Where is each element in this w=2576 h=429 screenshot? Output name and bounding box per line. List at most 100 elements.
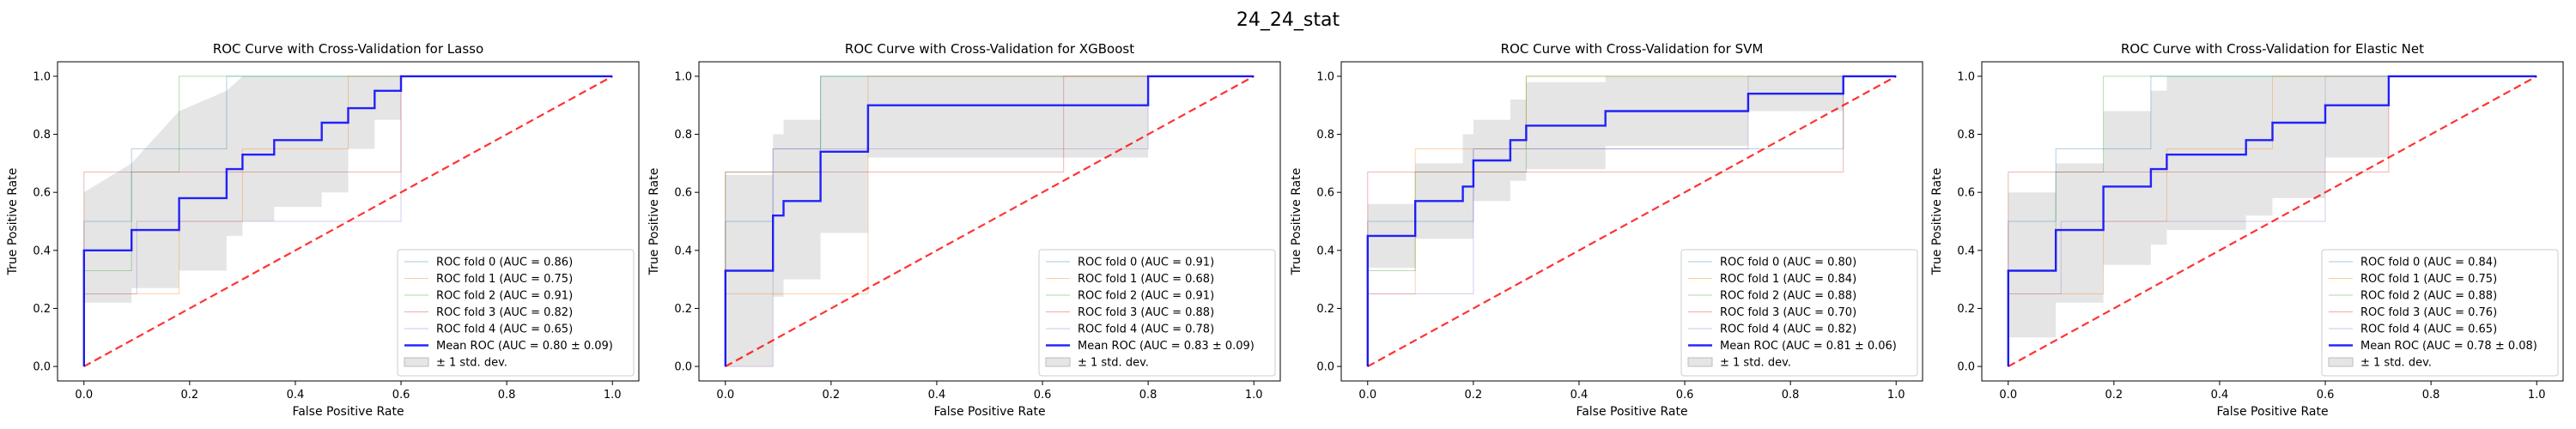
mean-roc-line (724, 75, 1255, 367)
y-tick-label: 1.0 (674, 70, 692, 83)
axes-frame (1981, 61, 2564, 382)
roc-fold-0-line (83, 76, 613, 367)
x-tick-label: 0.2 (823, 389, 841, 402)
x-tick-label: 1.0 (2528, 389, 2546, 402)
x-tick-label: 0.8 (1782, 389, 1800, 402)
roc-fold-4-line (2008, 76, 2537, 367)
legend-fold-1-label: ROC fold 1 (AUC = 0.75) (2360, 273, 2497, 286)
y-axis-label: True Positive Rate (647, 168, 661, 276)
legend-fold-3-label: ROC fold 3 (AUC = 0.88) (1078, 306, 1214, 319)
legend-fold-0-label: ROC fold 0 (AUC = 0.80) (1720, 257, 1856, 269)
roc-panel: ROC Curve with Cross-Validation for SVM 0… (1290, 41, 1923, 419)
legend-fold-4-label: ROC fold 4 (AUC = 0.82) (1720, 323, 1856, 336)
x-tick-label: 1.0 (604, 389, 622, 402)
panel-title: ROC Curve with Cross-Validation for XGBo… (845, 41, 1134, 57)
panel-title: ROC Curve with Cross-Validation for Lass… (213, 41, 483, 57)
legend-fold-2-label: ROC fold 2 (AUC = 0.88) (2360, 290, 2497, 303)
std-dev-band (2008, 76, 2537, 367)
chance-diagonal (83, 75, 613, 368)
chance-diagonal (725, 75, 1255, 368)
legend: ROC fold 0 (AUC = 0.80) ROC fold 1 (AUC =… (1680, 249, 1918, 377)
x-tick-label: 0.6 (2317, 389, 2335, 402)
y-tick-label: 0.2 (1957, 303, 1975, 316)
y-tick-label: 0.6 (674, 187, 692, 200)
x-tick-label: 0.2 (1465, 389, 1483, 402)
x-tick-label: 0.0 (1999, 389, 2017, 402)
legend-std-dev-swatch (1687, 357, 1713, 367)
chance-diagonal (2008, 75, 2537, 368)
y-tick-label: 1.0 (1957, 70, 1975, 83)
roc-fold-1-line (2008, 76, 2537, 367)
x-axis-label: False Positive Rate (1576, 405, 1687, 419)
legend-fold-1-label: ROC fold 1 (AUC = 0.84) (1720, 273, 1856, 286)
y-tick-label: 0.8 (33, 129, 51, 142)
y-tick-label: 0.0 (1316, 361, 1334, 374)
x-tick-label: 0.4 (287, 389, 305, 402)
legend: ROC fold 0 (AUC = 0.84) ROC fold 1 (AUC =… (2321, 249, 2559, 377)
y-axis-label: True Positive Rate (1930, 168, 1944, 276)
x-tick-label: 0.8 (498, 389, 516, 402)
y-tick-label: 0.2 (1316, 303, 1334, 316)
axes-frame (57, 61, 640, 382)
legend-fold-2-label: ROC fold 2 (AUC = 0.88) (1720, 290, 1856, 303)
legend-fold-4-label: ROC fold 4 (AUC = 0.65) (2360, 323, 2497, 336)
mean-roc-line (1366, 75, 1897, 367)
legend-fold-0-label: ROC fold 0 (AUC = 0.84) (2360, 257, 2497, 269)
roc-fold-1-line (83, 76, 613, 367)
y-tick-label: 0.0 (674, 361, 692, 374)
y-tick-label: 0.2 (33, 303, 51, 316)
legend-fold-4-label: ROC fold 4 (AUC = 0.65) (436, 323, 573, 336)
legend-fold-3-label: ROC fold 3 (AUC = 0.76) (2360, 306, 2497, 319)
x-tick-label: 0.2 (181, 389, 199, 402)
x-tick-label: 0.0 (75, 389, 93, 402)
legend-fold-0-label: ROC fold 0 (AUC = 0.86) (436, 257, 573, 269)
y-tick-label: 1.0 (1316, 70, 1334, 83)
y-tick-label: 0.8 (1316, 129, 1334, 142)
legend-box (1680, 249, 1918, 377)
roc-panel: ROC Curve with Cross-Validation for Elas… (1930, 41, 2564, 419)
x-tick-label: 0.8 (2422, 389, 2440, 402)
y-tick-label: 0.4 (33, 245, 51, 257)
y-axis-label: True Positive Rate (1290, 168, 1303, 276)
legend-fold-2-label: ROC fold 2 (AUC = 0.91) (436, 290, 573, 303)
y-tick-label: 0.4 (674, 245, 692, 257)
y-axis-label: True Positive Rate (6, 168, 20, 276)
axes-frame (1340, 61, 1923, 382)
x-tick-label: 0.4 (1571, 389, 1589, 402)
legend-std-dev-label: ± 1 std. dev. (1720, 357, 1791, 370)
roc-panel: ROC Curve with Cross-Validation for XGBo… (647, 41, 1281, 419)
roc-fold-0-line (725, 76, 1255, 367)
y-tick-label: 0.8 (674, 129, 692, 142)
legend-mean-roc-label: Mean ROC (AUC = 0.81 ± 0.06) (1720, 340, 1897, 353)
roc-fold-3-line (725, 76, 1255, 367)
roc-fold-4-line (83, 76, 613, 367)
legend-fold-0-label: ROC fold 0 (AUC = 0.91) (1078, 257, 1214, 269)
std-dev-band (1367, 76, 1897, 367)
legend-std-dev-label: ± 1 std. dev. (1078, 357, 1149, 370)
std-dev-band (83, 76, 613, 367)
legend-std-dev-swatch (1045, 357, 1071, 367)
mean-roc-line (2007, 75, 2537, 367)
y-tick-label: 0.6 (1316, 187, 1334, 200)
x-tick-label: 0.0 (716, 389, 734, 402)
y-tick-label: 0.8 (1957, 129, 1975, 142)
legend-std-dev-swatch (404, 357, 429, 367)
legend-box (397, 249, 635, 377)
x-tick-label: 0.4 (928, 389, 946, 402)
roc-fold-0-line (2008, 76, 2537, 367)
legend-fold-1-label: ROC fold 1 (AUC = 0.68) (1078, 273, 1214, 286)
panels: ROC Curve with Cross-Validation for Lass… (6, 41, 2564, 419)
x-tick-label: 0.4 (2211, 389, 2229, 402)
x-axis-label: False Positive Rate (2216, 405, 2328, 419)
legend-mean-roc-label: Mean ROC (AUC = 0.80 ± 0.09) (436, 340, 613, 353)
y-tick-label: 0.4 (1957, 245, 1975, 257)
x-tick-label: 0.8 (1139, 389, 1157, 402)
legend-mean-roc-label: Mean ROC (AUC = 0.83 ± 0.09) (1078, 340, 1255, 353)
x-tick-label: 1.0 (1887, 389, 1905, 402)
y-tick-label: 1.0 (33, 70, 51, 83)
legend-fold-2-label: ROC fold 2 (AUC = 0.91) (1078, 290, 1214, 303)
legend: ROC fold 0 (AUC = 0.91) ROC fold 1 (AUC =… (1038, 249, 1276, 377)
y-tick-label: 0.0 (1957, 361, 1975, 374)
x-tick-label: 0.0 (1358, 389, 1376, 402)
